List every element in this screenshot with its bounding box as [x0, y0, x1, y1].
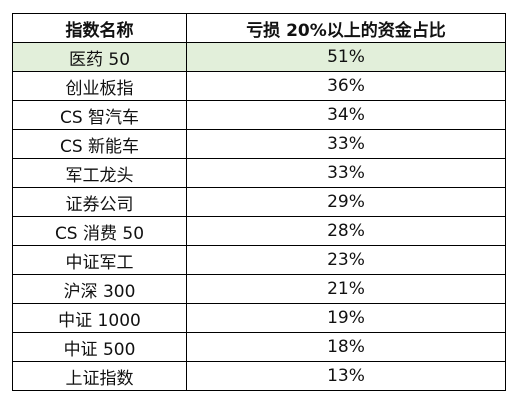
- table-row: CS 新能车 33%: [12, 129, 506, 159]
- index-name-cell: 创业板指: [12, 71, 187, 101]
- index-name-cell: 医药 50: [12, 42, 187, 72]
- table-row: CS 消费 50 28%: [12, 216, 506, 246]
- index-name-cell: CS 新能车: [12, 129, 187, 159]
- loss-ratio-table: 指数名称 亏损 20%以上的资金占比 医药 50 51% 创业板指 36% CS…: [12, 13, 506, 391]
- loss-ratio-cell: 51%: [186, 42, 506, 72]
- table-row: 沪深 300 21%: [12, 274, 506, 304]
- loss-ratio-cell: 29%: [186, 187, 506, 217]
- index-name-cell: CS 智汽车: [12, 100, 187, 130]
- table-row: 军工龙头 33%: [12, 158, 506, 188]
- table-row: CS 智汽车 34%: [12, 100, 506, 130]
- loss-ratio-cell: 33%: [186, 129, 506, 159]
- loss-ratio-cell: 34%: [186, 100, 506, 130]
- header-index-name: 指数名称: [12, 13, 187, 43]
- loss-ratio-cell: 33%: [186, 158, 506, 188]
- loss-ratio-cell: 18%: [186, 332, 506, 362]
- table-row: 中证军工 23%: [12, 245, 506, 275]
- index-name-cell: 沪深 300: [12, 274, 187, 304]
- loss-ratio-cell: 36%: [186, 71, 506, 101]
- index-name-cell: 军工龙头: [12, 158, 187, 188]
- index-name-cell: 证券公司: [12, 187, 187, 217]
- table-row: 中证 1000 19%: [12, 303, 506, 333]
- table-row: 上证指数 13%: [12, 361, 506, 391]
- index-name-cell: 中证 500: [12, 332, 187, 362]
- table-row: 中证 500 18%: [12, 332, 506, 362]
- loss-ratio-cell: 13%: [186, 361, 506, 391]
- loss-ratio-cell: 28%: [186, 216, 506, 246]
- table-row: 证券公司 29%: [12, 187, 506, 217]
- table-header-row: 指数名称 亏损 20%以上的资金占比: [12, 13, 506, 43]
- table-row: 创业板指 36%: [12, 71, 506, 101]
- loss-ratio-cell: 19%: [186, 303, 506, 333]
- loss-ratio-cell: 23%: [186, 245, 506, 275]
- index-name-cell: 中证 1000: [12, 303, 187, 333]
- index-name-cell: 中证军工: [12, 245, 187, 275]
- header-loss-ratio: 亏损 20%以上的资金占比: [186, 13, 506, 43]
- table-row: 医药 50 51%: [12, 42, 506, 72]
- index-name-cell: CS 消费 50: [12, 216, 187, 246]
- loss-ratio-cell: 21%: [186, 274, 506, 304]
- index-name-cell: 上证指数: [12, 361, 187, 391]
